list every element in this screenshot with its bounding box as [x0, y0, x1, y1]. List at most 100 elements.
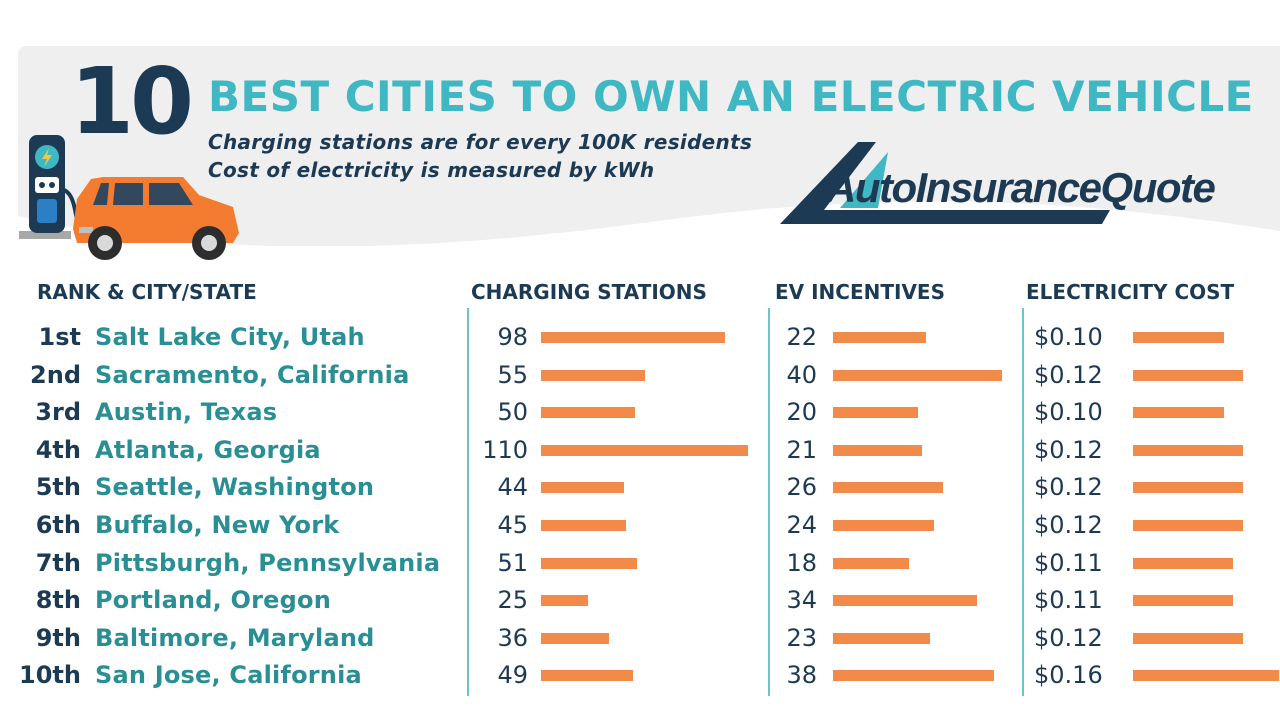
ev-incentives-bar	[833, 632, 930, 644]
electricity-cost-bar	[1133, 595, 1233, 607]
electricity-cost-bar	[1133, 407, 1224, 419]
table-row: 4th Atlanta, Georgia 110 21 $0.12	[0, 435, 1280, 473]
column-header-charging-stations: CHARGING STATIONS	[471, 280, 707, 304]
electricity-cost-value: $0.12	[1034, 360, 1103, 389]
column-header-electricity-cost: ELECTRICITY COST	[1026, 280, 1235, 304]
electricity-cost-value: $0.12	[1034, 511, 1103, 539]
ev-incentives-value: 34	[786, 586, 817, 615]
charging-stations-bar	[541, 557, 637, 569]
electricity-cost-bar	[1133, 332, 1224, 343]
rank-label: 1st	[38, 323, 81, 351]
charging-stations-bar	[541, 407, 635, 419]
rank-label: 9th	[35, 623, 81, 652]
electricity-cost-value: $0.10	[1034, 323, 1103, 351]
table-row: 2nd Sacramento, California 55 40 $0.12	[0, 360, 1280, 398]
city-name: Portland, Oregon	[95, 586, 332, 615]
charging-stations-bar	[541, 670, 633, 682]
electricity-cost-value: $0.12	[1034, 623, 1103, 652]
charging-stations-value: 44	[497, 473, 528, 502]
ev-incentives-bar	[833, 369, 1002, 381]
rank-label: 4th	[35, 435, 81, 464]
column-divider-cost	[1022, 308, 1024, 696]
headline-number: 10	[70, 48, 194, 155]
electricity-cost-bar	[1133, 670, 1279, 682]
ev-incentives-bar	[833, 595, 977, 607]
rank-label: 2nd	[30, 360, 81, 389]
city-name: Sacramento, California	[95, 360, 410, 389]
table-row: 7th Pittsburgh, Pennsylvania 51 18 $0.11	[0, 548, 1280, 586]
charging-stations-value: 110	[482, 435, 528, 464]
electricity-cost-value: $0.16	[1034, 661, 1103, 690]
electricity-cost-bar	[1133, 557, 1233, 569]
table-row: 6th Buffalo, New York 45 24 $0.12	[0, 510, 1280, 548]
rank-label: 3rd	[35, 398, 81, 427]
charging-stations-value: 98	[497, 323, 528, 351]
ev-incentives-value: 38	[786, 661, 817, 690]
ev-incentives-bar	[833, 557, 909, 569]
electricity-cost-value: $0.12	[1034, 473, 1103, 502]
electricity-cost-bar	[1133, 369, 1243, 381]
ev-incentives-value: 23	[786, 623, 817, 652]
charging-stations-value: 50	[497, 398, 528, 427]
city-name: Salt Lake City, Utah	[95, 323, 365, 351]
rank-label: 7th	[35, 548, 81, 577]
city-name: Pittsburgh, Pennsylvania	[95, 548, 441, 577]
subtitle-charging-note: Charging stations are for every 100K res…	[208, 130, 753, 154]
charging-stations-bar	[541, 482, 624, 494]
page-title: BEST CITIES TO OWN AN ELECTRIC VEHICLE	[208, 72, 1254, 121]
rank-label: 10th	[19, 661, 81, 690]
table-row: 9th Baltimore, Maryland 36 23 $0.12	[0, 623, 1280, 661]
charging-stations-value: 36	[497, 623, 528, 652]
ev-incentives-bar	[833, 482, 943, 494]
subtitle-electricity-note: Cost of electricity is measured by kWh	[208, 158, 655, 182]
charging-stations-value: 25	[497, 586, 528, 615]
charging-stations-bar	[541, 332, 725, 343]
charging-stations-bar	[541, 632, 609, 644]
charging-stations-bar	[541, 520, 626, 531]
electricity-cost-value: $0.10	[1034, 398, 1103, 427]
rank-label: 8th	[35, 586, 81, 615]
ev-incentives-value: 21	[786, 435, 817, 464]
charging-stations-bar	[541, 595, 588, 607]
electricity-cost-bar	[1133, 632, 1243, 644]
charging-stations-value: 45	[497, 511, 528, 539]
ev-incentives-value: 18	[786, 548, 817, 577]
charging-stations-value: 55	[497, 360, 528, 389]
car-and-charger-illustration	[19, 135, 239, 260]
ev-incentives-value: 20	[786, 398, 817, 427]
charging-station-icon	[19, 135, 79, 239]
ev-incentives-value: 22	[786, 323, 817, 351]
logo-swoosh-icon	[780, 142, 1110, 224]
electricity-cost-value: $0.12	[1034, 435, 1103, 464]
table-row: 10th San Jose, California 49 38 $0.16	[0, 660, 1280, 698]
rank-label: 5th	[35, 473, 81, 502]
city-name: Baltimore, Maryland	[95, 623, 375, 652]
city-name: Seattle, Washington	[95, 473, 375, 502]
city-name: San Jose, California	[95, 661, 362, 690]
ev-incentives-value: 26	[786, 473, 817, 502]
electricity-cost-bar	[1133, 444, 1243, 456]
city-name: Buffalo, New York	[95, 511, 340, 539]
charging-stations-bar	[541, 444, 748, 456]
charging-stations-value: 49	[497, 661, 528, 690]
ev-incentives-value: 24	[786, 511, 817, 539]
electricity-cost-bar	[1133, 482, 1243, 494]
electricity-cost-value: $0.11	[1034, 586, 1103, 615]
car-icon	[73, 177, 239, 260]
ev-incentives-bar	[833, 407, 918, 419]
table-row: 3rd Austin, Texas 50 20 $0.10	[0, 397, 1280, 435]
electricity-cost-bar	[1133, 520, 1243, 531]
table-row: 5th Seattle, Washington 44 26 $0.12	[0, 472, 1280, 510]
logo-wordmark: AutoInsuranceQuote	[826, 164, 1216, 211]
table-row: 8th Portland, Oregon 25 34 $0.11	[0, 585, 1280, 623]
charging-stations-bar	[541, 369, 645, 381]
electricity-cost-value: $0.11	[1034, 548, 1103, 577]
table-row: 1st Salt Lake City, Utah 98 22 $0.10	[0, 322, 1280, 360]
column-divider-incentives	[768, 308, 770, 696]
ev-incentives-bar	[833, 444, 922, 456]
city-name: Austin, Texas	[95, 398, 278, 427]
column-header-ev-incentives: EV INCENTIVES	[775, 280, 945, 304]
city-name: Atlanta, Georgia	[95, 435, 321, 464]
ev-incentives-value: 40	[786, 360, 817, 389]
ev-incentives-bar	[833, 670, 994, 682]
